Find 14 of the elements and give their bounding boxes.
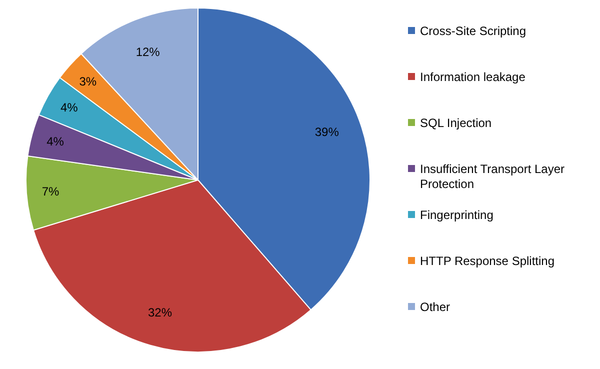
data-label: 12% (136, 45, 160, 60)
legend-label: HTTP Response Splitting (420, 254, 555, 268)
data-label: 39% (314, 125, 340, 140)
data-label: 3% (79, 74, 97, 88)
data-label: 32% (148, 305, 172, 320)
legend-label: Insufficient Transport Layer Protection (420, 162, 565, 192)
data-label: 7% (42, 184, 60, 199)
data-label: 4% (46, 134, 64, 149)
legend-label: Cross-Site Scripting (420, 24, 526, 38)
legend-label: Other (420, 300, 450, 314)
legend-label: Information leakage (420, 70, 526, 84)
legend-label: SQL Injection (420, 116, 492, 130)
data-label: 4% (60, 100, 78, 115)
legend-label: Fingerprinting (420, 208, 494, 222)
